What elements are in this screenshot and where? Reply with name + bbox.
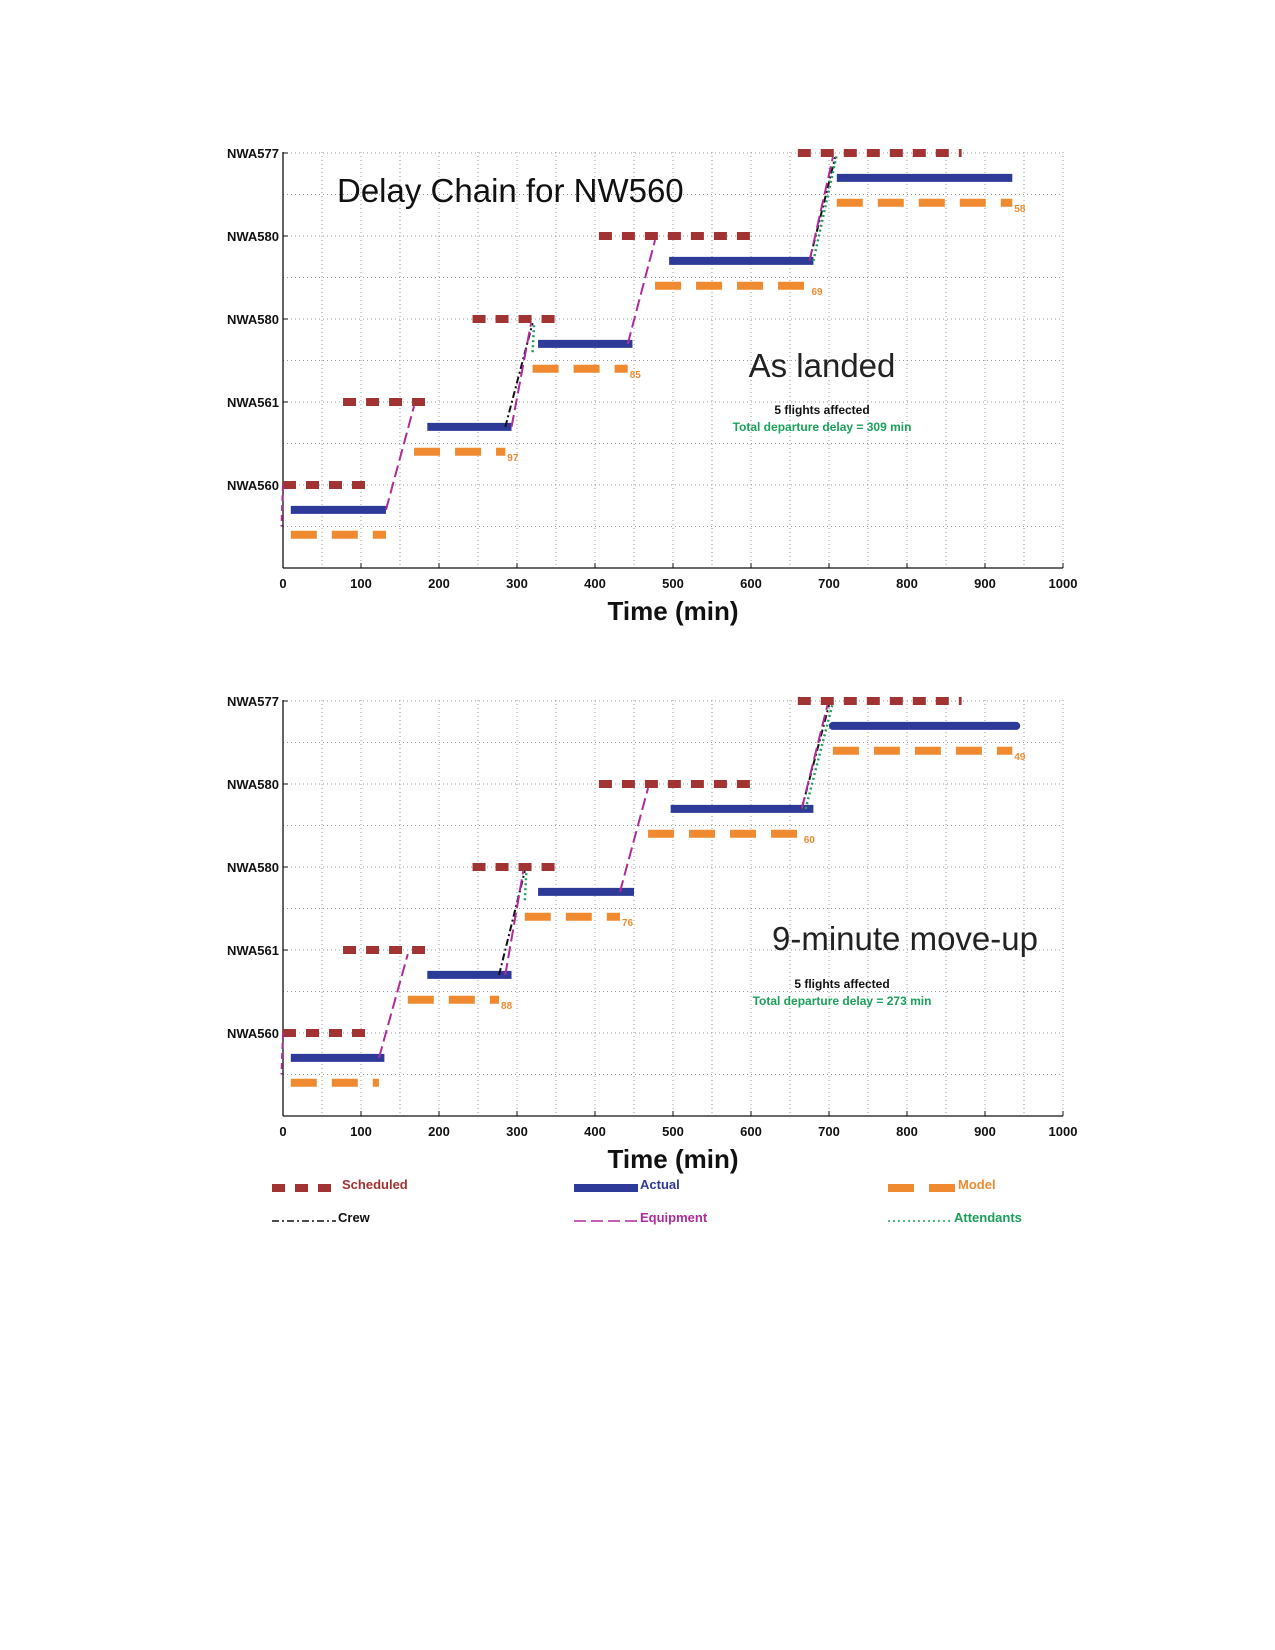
legend-label-model: Model [958, 1177, 996, 1192]
x-tick-label: 200 [428, 1124, 450, 1139]
legend: Scheduled Actual Model Crew Equipment Attenda… [272, 1177, 1022, 1225]
annotation-label: 9-minute move-up [772, 920, 1038, 957]
annotation-label: As landed [749, 347, 896, 384]
x-tick-label: 800 [896, 1124, 918, 1139]
x-tick-label: 600 [740, 576, 762, 591]
y-tick-label: NWA560 [227, 478, 279, 493]
legend-label-actual: Actual [640, 1177, 680, 1192]
equipment-connector [800, 704, 829, 810]
equipment-connector [377, 953, 409, 1059]
flights-affected-label: 5 flights affected [794, 977, 889, 991]
x-tick-label: 800 [896, 576, 918, 591]
x-tick-label: 1000 [1049, 576, 1078, 591]
model-delay-label: 60 [804, 835, 816, 846]
y-tick-label: NWA577 [227, 694, 279, 709]
equipment-connector [626, 239, 657, 345]
model-delay-label: 97 [507, 453, 519, 464]
model-delay-label: 58 [1014, 204, 1026, 215]
chart-title: Delay Chain for NW560 [337, 172, 684, 209]
y-tick-label: NWA561 [227, 395, 279, 410]
equipment-connector [618, 787, 650, 893]
x-tick-label: 500 [662, 1124, 684, 1139]
x-tick-label: 0 [279, 576, 286, 591]
crew-connector [498, 870, 526, 976]
flights-affected-label: 5 flights affected [774, 403, 869, 417]
y-tick-label: NWA580 [227, 312, 279, 327]
equipment-connector [280, 1032, 284, 1075]
legend-label-equipment: Equipment [640, 1210, 708, 1225]
attendants-connector [523, 871, 528, 901]
x-tick-label: 100 [350, 1124, 372, 1139]
x-tick-label: 100 [350, 576, 372, 591]
x-tick-label: 400 [584, 576, 606, 591]
equipment-connector [808, 156, 834, 262]
y-tick-label: NWA560 [227, 1026, 279, 1041]
x-tick-label: 300 [506, 576, 528, 591]
total-delay-label: Total departure delay = 309 min [733, 420, 912, 434]
attendants-connector [804, 702, 835, 810]
model-delay-label: 88 [501, 1001, 513, 1012]
x-tick-label: 400 [584, 1124, 606, 1139]
y-tick-label: NWA577 [227, 146, 279, 161]
model-delay-label: 85 [630, 370, 642, 381]
equipment-connector [504, 870, 525, 976]
x-tick-label: 200 [428, 576, 450, 591]
chart-move-up: 0 100 200 300 400 500 600 700 800 900 1000 NWA560 NW… [227, 694, 1077, 1174]
x-tick-label: 0 [279, 1124, 286, 1139]
model-delay-label: 76 [622, 918, 634, 929]
equipment-connector [280, 484, 284, 527]
chart-as-landed: 0 100 200 300 400 500 600 700 800 900 1000 NWA560 NW… [227, 146, 1077, 626]
equipment-connector [510, 322, 533, 428]
legend-label-attendants: Attendants [954, 1210, 1022, 1225]
equipment-connector [384, 405, 416, 511]
x-tick-label: 1000 [1049, 1124, 1078, 1139]
y-tick-label: NWA580 [227, 229, 279, 244]
x-tick-label: 300 [506, 1124, 528, 1139]
x-axis-label: Time (min) [608, 1144, 739, 1174]
legend-label-crew: Crew [338, 1210, 371, 1225]
x-tick-label: 900 [974, 1124, 996, 1139]
y-tick-label: NWA580 [227, 860, 279, 875]
crew-connector [808, 156, 837, 262]
y-tick-label: NWA580 [227, 777, 279, 792]
attendants-connector [531, 323, 536, 353]
total-delay-label: Total departure delay = 273 min [753, 994, 932, 1008]
x-tick-label: 700 [818, 576, 840, 591]
x-tick-label: 600 [740, 1124, 762, 1139]
y-tick-label: NWA561 [227, 943, 279, 958]
model-delay-label: 49 [1014, 752, 1026, 763]
x-tick-label: 900 [974, 576, 996, 591]
attendants-connector [812, 154, 839, 262]
x-tick-label: 500 [662, 576, 684, 591]
legend-label-scheduled: Scheduled [342, 1177, 408, 1192]
x-tick-label: 700 [818, 1124, 840, 1139]
x-axis-label: Time (min) [608, 596, 739, 626]
crew-connector [504, 322, 534, 428]
model-delay-label: 69 [812, 287, 824, 298]
